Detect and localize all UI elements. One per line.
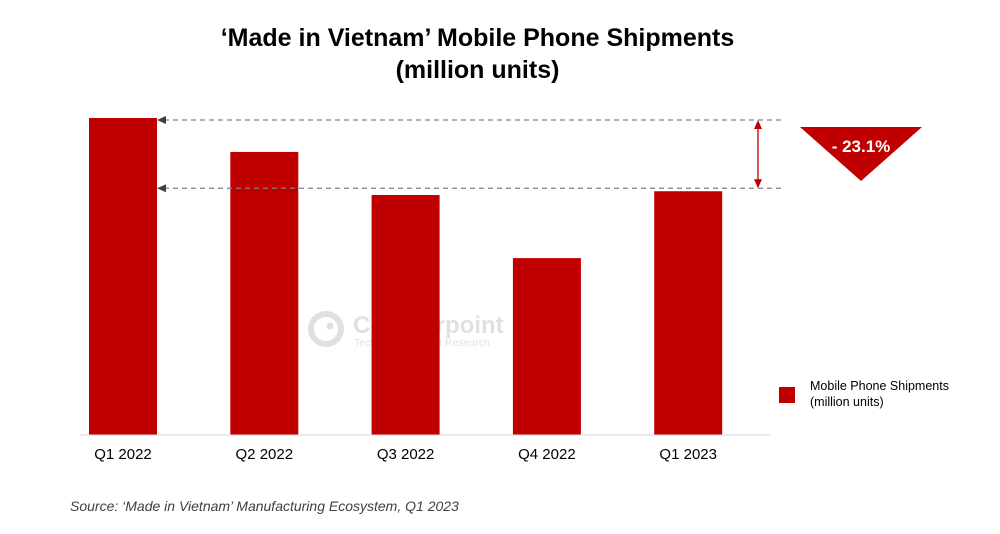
- legend-swatch: [779, 387, 795, 403]
- x-tick-label: Q3 2022: [377, 446, 435, 463]
- bar-q3-2022: [371, 195, 440, 435]
- decline-triangle-icon: [800, 127, 922, 181]
- watermark-icon: [308, 311, 344, 347]
- subtitle-line: (million units): [395, 56, 560, 84]
- bar-q2-2022: [230, 151, 299, 435]
- legend-line1: Mobile Phone Shipments: [810, 379, 949, 393]
- title-line: ‘Made in Vietnam’ Mobile Phone Shipments: [220, 24, 735, 52]
- source-note: Source: ‘Made in Vietnam’ Manufacturing …: [70, 498, 459, 514]
- arrow-up-icon: [754, 120, 762, 129]
- bar-q1-2022: [89, 118, 157, 435]
- x-tick-label: Q4 2022: [518, 446, 576, 463]
- change-label: - 23.1%: [832, 137, 891, 156]
- legend: Mobile Phone Shipments (million units): [779, 378, 970, 410]
- change-annotation: - 23.1%: [157, 116, 922, 193]
- x-tick-label: Q1 2022: [94, 446, 152, 463]
- x-tick-label: Q1 2023: [659, 446, 717, 463]
- bar-q4-2022: [512, 258, 581, 435]
- watermark-icon-dot: [326, 322, 334, 330]
- bar-q1-2023: [654, 191, 723, 435]
- legend-line2: (million units): [810, 395, 884, 409]
- x-tick-label: Q2 2022: [236, 446, 294, 463]
- chart-title: ‘Made in Vietnam’ Mobile Phone Shipments…: [0, 22, 955, 86]
- arrowhead-left-icon: [157, 116, 166, 124]
- arrowhead-left-icon: [157, 184, 166, 193]
- arrow-down-icon: [754, 179, 762, 189]
- legend-label: Mobile Phone Shipments (million units): [810, 378, 970, 410]
